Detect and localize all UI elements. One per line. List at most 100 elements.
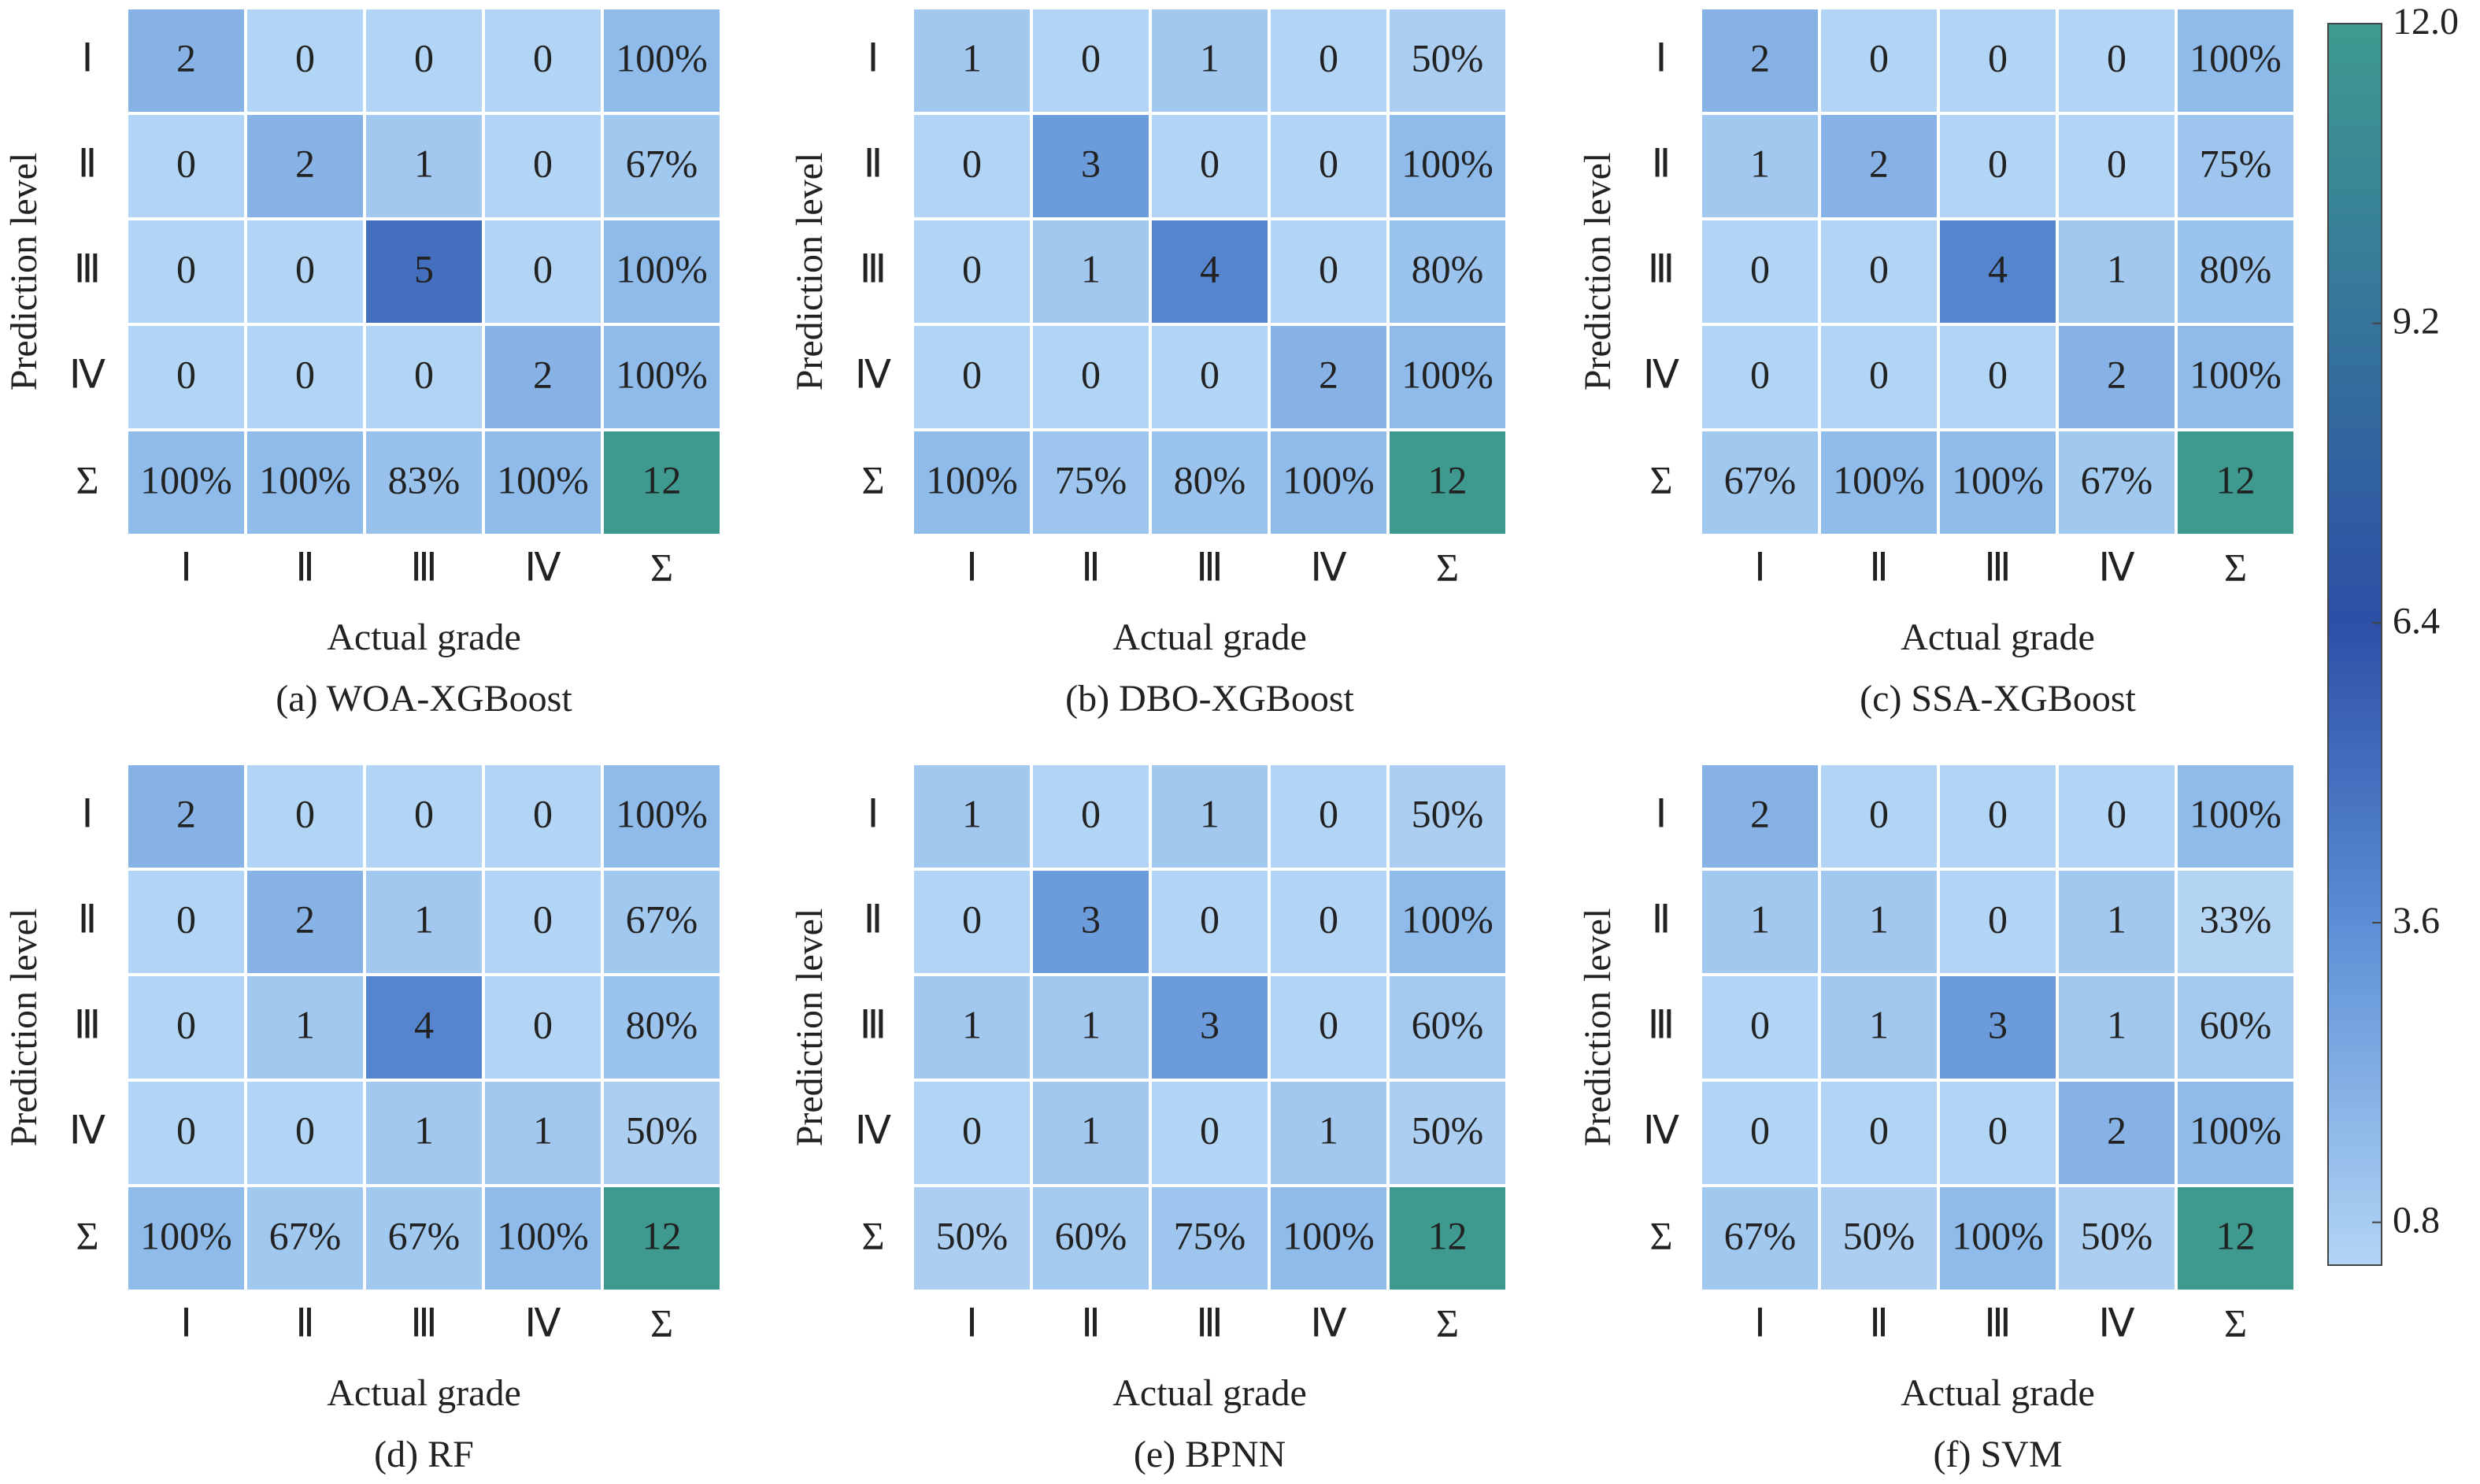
heatmap-cell <box>1699 112 1821 220</box>
heatmap-cell <box>1937 217 2059 326</box>
cell-label: 3 <box>1081 141 1101 185</box>
cell-label: 2 <box>1750 35 1770 80</box>
cell-label: 100% <box>616 791 708 835</box>
cell-label: 2 <box>533 352 553 396</box>
heatmap-cell <box>244 973 366 1082</box>
y-tick-label: Ⅰ <box>1656 791 1668 835</box>
x-axis-label: Actual grade <box>1112 1372 1307 1414</box>
cell-label: 50% <box>2081 1213 2153 1257</box>
colorbar-tick-label: 0.8 <box>2393 1200 2440 1242</box>
y-tick-label: Σ <box>76 457 98 501</box>
cell-label: 12 <box>1428 457 1468 501</box>
y-tick-label: Ⅱ <box>864 141 883 185</box>
heatmap-cell <box>601 1079 723 1187</box>
cell-label: 80% <box>1412 246 1484 291</box>
heatmap-cell <box>2056 428 2178 537</box>
cell-label: 2 <box>176 35 196 80</box>
y-axis-label: Prediction level <box>3 909 45 1147</box>
cell-label: 0 <box>533 246 553 291</box>
cell-label: 67% <box>388 1213 461 1257</box>
cell-label: 1 <box>1200 35 1220 80</box>
x-tick-label: Ⅳ <box>524 545 561 589</box>
cell-label: 0 <box>1988 141 2008 185</box>
heatmap-cell <box>2175 428 2297 537</box>
cell-label: 0 <box>1988 791 2008 835</box>
cell-label: 0 <box>295 352 315 396</box>
y-tick-label: Σ <box>76 1213 98 1257</box>
y-tick-label: Ⅳ <box>855 1108 891 1152</box>
cell-label: 0 <box>1081 35 1101 80</box>
cell-label: 2 <box>2107 1108 2127 1152</box>
heatmap-cell <box>1699 1079 1821 1187</box>
cell-label: 50% <box>936 1213 1009 1257</box>
cell-label: 67% <box>2081 457 2153 501</box>
cell-label: 100% <box>616 352 708 396</box>
cell-label: 0 <box>1750 1108 1770 1152</box>
heatmap-cell <box>2175 1079 2297 1187</box>
heatmap-cell <box>1268 868 1390 976</box>
cell-label: 0 <box>295 791 315 835</box>
x-axis-label: Actual grade <box>327 616 521 658</box>
panel-title: (b) DBO-XGBoost <box>1065 678 1354 720</box>
heatmap-cell <box>125 1079 247 1187</box>
cell-label: 50% <box>626 1108 698 1152</box>
x-tick-label: Ⅰ <box>1754 1301 1766 1345</box>
panel-title: (f) SVM <box>1934 1434 2063 1475</box>
heatmap-cell <box>482 217 604 326</box>
y-tick-label: Ⅱ <box>78 141 98 185</box>
heatmap-cell <box>1149 428 1271 537</box>
cell-label: 0 <box>962 897 982 941</box>
cell-label: 12 <box>2216 457 2256 501</box>
heatmap-panel: 2 0 0 0 0 2 1 0 0 1 4 0 0 0 1 1 100% 67% 80% 50% 100% 67% 67% 1… <box>3 762 723 1475</box>
heatmap-cell <box>2175 868 2297 976</box>
cell-label: 0 <box>1319 897 1338 941</box>
cell-label: 100% <box>497 457 589 501</box>
cell-label: 0 <box>533 897 553 941</box>
cell-label: 1 <box>533 1108 553 1152</box>
cell-label: 0 <box>533 35 553 80</box>
cell-label: 0 <box>1081 791 1101 835</box>
cell-label: 100% <box>616 35 708 80</box>
heatmap-cell <box>2056 1184 2178 1293</box>
heatmap-cell <box>1818 868 1940 976</box>
heatmap-cell <box>125 1184 247 1293</box>
cell-label: 100% <box>2189 352 2282 396</box>
cell-label: 100% <box>926 457 1018 501</box>
cell-label: 0 <box>176 1002 196 1046</box>
heatmap-cell <box>363 1184 485 1293</box>
cell-label: 1 <box>1869 1002 1889 1046</box>
heatmap-cell <box>482 1079 604 1187</box>
x-tick-label: Ⅰ <box>180 545 192 589</box>
heatmap-cell <box>1386 1184 1508 1293</box>
x-tick-label: Ⅱ <box>1081 1301 1101 1345</box>
heatmap-cell <box>125 6 247 115</box>
cell-label: 100% <box>2189 1108 2282 1152</box>
cell-label: 2 <box>1869 141 1889 185</box>
heatmap-cell <box>244 868 366 976</box>
heatmap-cell <box>1937 1184 2059 1293</box>
cell-label: 0 <box>1869 35 1889 80</box>
heatmap-cell <box>1149 1079 1271 1187</box>
panel-title: (c) SSA-XGBoost <box>1860 678 2136 720</box>
cell-label: 3 <box>1081 897 1101 941</box>
y-tick-label: Ⅳ <box>1643 352 1679 396</box>
cell-label: 100% <box>2189 35 2282 80</box>
cell-label: 60% <box>1055 1213 1127 1257</box>
heatmap-cell <box>1699 6 1821 115</box>
cell-label: 1 <box>295 1002 315 1046</box>
heatmap-cell <box>482 112 604 220</box>
x-tick-label: Ⅳ <box>2098 1301 2134 1345</box>
cell-label: 80% <box>626 1002 698 1046</box>
cell-label: 0 <box>176 246 196 291</box>
x-tick-label: Ⅰ <box>1754 545 1766 589</box>
x-tick-label: Ⅳ <box>2098 545 2134 589</box>
cell-label: 0 <box>962 1108 982 1152</box>
cell-label: 0 <box>962 141 982 185</box>
y-tick-label: Σ <box>861 1213 884 1257</box>
heatmap-cell <box>482 973 604 1082</box>
heatmap-cell <box>1268 762 1390 871</box>
heatmap-cell <box>1699 973 1821 1082</box>
cell-label: 1 <box>1081 1108 1101 1152</box>
y-tick-label: Ⅱ <box>1652 141 1671 185</box>
